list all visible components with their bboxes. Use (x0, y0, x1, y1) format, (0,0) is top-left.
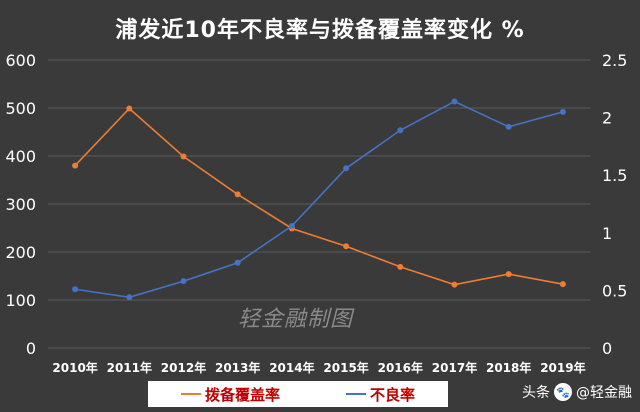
badge-handle: @轻金融 (576, 385, 632, 401)
x-tick-label: 2015年 (323, 360, 368, 375)
legend-item-npl: 不良率 (345, 384, 415, 405)
data-point-provision (126, 105, 133, 112)
data-point-provision (451, 281, 458, 288)
y-left-tick-label: 300 (5, 195, 36, 214)
data-point-npl (126, 294, 133, 301)
x-tick-label: 2013年 (215, 360, 260, 375)
y-right-tick-label: 0 (602, 339, 612, 358)
data-point-npl (234, 259, 241, 266)
x-tick-label: 2017年 (432, 360, 477, 375)
paw-icon: 🐾 (554, 383, 572, 401)
data-point-provision (72, 162, 79, 169)
data-point-provision (234, 191, 241, 198)
legend-item-provision: 拨备覆盖率 (180, 384, 280, 405)
legend-label-provision: 拨备覆盖率 (204, 385, 280, 404)
x-tick-label: 2010年 (52, 360, 97, 375)
data-point-npl (288, 222, 295, 229)
x-tick-label: 2011年 (107, 360, 152, 375)
x-tick-label: 2018年 (486, 360, 531, 375)
series-line-npl (74, 100, 564, 299)
x-tick-label: 2019年 (540, 360, 585, 375)
data-point-npl (505, 123, 512, 130)
data-point-provision (343, 243, 350, 250)
data-point-provision (559, 281, 566, 288)
y-left-tick-label: 600 (5, 51, 36, 70)
y-right-tick-label: 1.5 (602, 166, 627, 185)
y-left-tick-label: 500 (5, 99, 36, 118)
data-point-npl (451, 98, 458, 105)
legend-label-npl: 不良率 (369, 385, 415, 404)
source-badge: 头条 🐾 @轻金融 (522, 382, 632, 402)
y-left-tick-label: 400 (5, 147, 36, 166)
y-right-tick-label: 2 (602, 109, 612, 128)
y-right-tick-label: 1 (602, 224, 612, 243)
y-left-tick-label: 100 (5, 291, 36, 310)
data-point-npl (180, 278, 187, 285)
x-tick-label: 2014年 (269, 360, 314, 375)
data-point-provision (505, 271, 512, 278)
chart-legend: 拨备覆盖率 不良率 (148, 381, 448, 407)
y-right-tick-label: 0.5 (602, 281, 627, 300)
chart-title: 浦发近10年不良率与拨备覆盖率变化 % (115, 18, 525, 43)
y-left-tick-label: 200 (5, 243, 36, 262)
x-tick-label: 2016年 (378, 360, 423, 375)
data-point-provision (180, 153, 187, 160)
data-point-npl (397, 127, 404, 134)
x-tick-label: 2012年 (161, 360, 206, 375)
watermark: 轻金融制图 (238, 307, 354, 332)
data-point-npl (72, 286, 79, 293)
y-right-tick-label: 2.5 (602, 51, 627, 70)
badge-prefix: 头条 (522, 385, 550, 401)
data-point-provision (397, 263, 404, 270)
legend-swatch-provision (180, 393, 201, 395)
legend-swatch-npl (345, 393, 366, 395)
series-line-provision (74, 107, 564, 286)
data-point-npl (559, 108, 566, 115)
y-left-tick-label: 0 (26, 339, 36, 358)
data-point-npl (343, 165, 350, 172)
